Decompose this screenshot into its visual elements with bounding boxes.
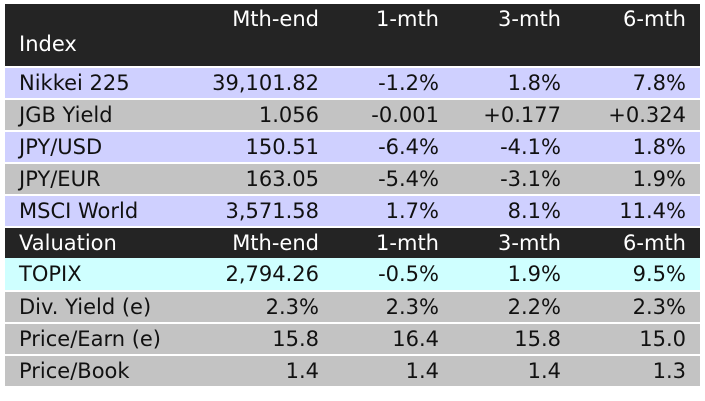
- 1-mth-value: -0.5%: [378, 262, 439, 286]
- 3-mth-value: 1.4: [527, 359, 561, 383]
- 3-mth-value: -3.1%: [500, 167, 561, 191]
- mth-end-value: 163.05: [245, 167, 319, 191]
- 1-mth-value: -5.4%: [378, 167, 439, 191]
- table-row-price-earn: Price/Earn (e) 15.8 16.4 15.8 15.0: [5, 322, 700, 354]
- 3-mth-value: 8.1%: [507, 199, 561, 223]
- 3-mth-value: 1.8%: [507, 71, 561, 95]
- table-row-jpy-eur: JPY/EUR 163.05 -5.4% -3.1% 1.9%: [5, 162, 700, 194]
- mth-end-value: 39,101.82: [212, 71, 319, 95]
- table-row-div-yield: Div. Yield (e) 2.3% 2.3% 2.2% 2.3%: [5, 290, 700, 322]
- mth-end-value: 3,571.58: [225, 199, 319, 223]
- row-label: Price/Book: [19, 359, 130, 383]
- 3-mth-value: 15.8: [514, 327, 561, 351]
- 3-mth-value: +0.177: [483, 103, 561, 127]
- row-label: JPY/EUR: [19, 167, 101, 191]
- 6-mth-value: 9.5%: [632, 262, 686, 286]
- 6-mth-value: 2.3%: [632, 295, 686, 319]
- table-row-jpy-usd: JPY/USD 150.51 -6.4% -4.1% 1.8%: [5, 130, 700, 162]
- row-label: Nikkei 225: [19, 71, 130, 95]
- 1-mth-value: -0.001: [371, 103, 439, 127]
- header-3-mth: 3-mth: [498, 7, 561, 31]
- 6-mth-value: 7.8%: [632, 71, 686, 95]
- 1-mth-value: 16.4: [392, 327, 439, 351]
- header-valuation: Valuation: [19, 231, 117, 255]
- row-label: TOPIX: [19, 262, 82, 286]
- table-row-price-book: Price/Book 1.4 1.4 1.4 1.3: [5, 354, 700, 386]
- 6-mth-value: 1.3: [652, 359, 686, 383]
- mth-end-value: 1.4: [285, 359, 319, 383]
- 6-mth-value: +0.324: [608, 103, 686, 127]
- header-6-mth: 6-mth: [623, 7, 686, 31]
- mth-end-value: 2,794.26: [225, 262, 319, 286]
- 6-mth-value: 11.4%: [619, 199, 686, 223]
- row-label: JGB Yield: [19, 103, 113, 127]
- 6-mth-value: 1.8%: [632, 135, 686, 159]
- row-label: JPY/USD: [19, 135, 103, 159]
- header-1-mth: 1-mth: [376, 231, 439, 255]
- header-1-mth: 1-mth: [376, 7, 439, 31]
- table-row-topix: TOPIX 2,794.26 -0.5% 1.9% 9.5%: [5, 258, 700, 290]
- market-summary-table: Index Mth-end 1-mth 3-mth 6-mth Nikkei 2…: [5, 4, 700, 386]
- header-mth-end: Mth-end: [232, 231, 319, 255]
- table-row-jgb-yield: JGB Yield 1.056 -0.001 +0.177 +0.324: [5, 98, 700, 130]
- row-label: Div. Yield (e): [19, 295, 152, 319]
- 1-mth-value: -6.4%: [378, 135, 439, 159]
- 1-mth-value: 1.7%: [385, 199, 439, 223]
- 3-mth-value: 2.2%: [507, 295, 561, 319]
- header-index: Index: [19, 32, 77, 56]
- header-6-mth: 6-mth: [623, 231, 686, 255]
- mth-end-value: 1.056: [258, 103, 319, 127]
- 3-mth-value: 1.9%: [507, 262, 561, 286]
- row-label: MSCI World: [19, 199, 139, 223]
- 6-mth-value: 15.0: [639, 327, 686, 351]
- index-header-row: Index Mth-end 1-mth 3-mth 6-mth: [5, 4, 700, 66]
- mth-end-value: 150.51: [245, 135, 319, 159]
- header-3-mth: 3-mth: [498, 231, 561, 255]
- mth-end-value: 15.8: [272, 327, 319, 351]
- 1-mth-value: 1.4: [405, 359, 439, 383]
- valuation-header-row: Valuation Mth-end 1-mth 3-mth 6-mth: [5, 226, 700, 258]
- 6-mth-value: 1.9%: [632, 167, 686, 191]
- 1-mth-value: 2.3%: [385, 295, 439, 319]
- mth-end-value: 2.3%: [265, 295, 319, 319]
- table-row-nikkei-225: Nikkei 225 39,101.82 -1.2% 1.8% 7.8%: [5, 66, 700, 98]
- 1-mth-value: -1.2%: [378, 71, 439, 95]
- header-mth-end: Mth-end: [232, 7, 319, 31]
- 3-mth-value: -4.1%: [500, 135, 561, 159]
- row-label: Price/Earn (e): [19, 327, 161, 351]
- table-row-msci-world: MSCI World 3,571.58 1.7% 8.1% 11.4%: [5, 194, 700, 226]
